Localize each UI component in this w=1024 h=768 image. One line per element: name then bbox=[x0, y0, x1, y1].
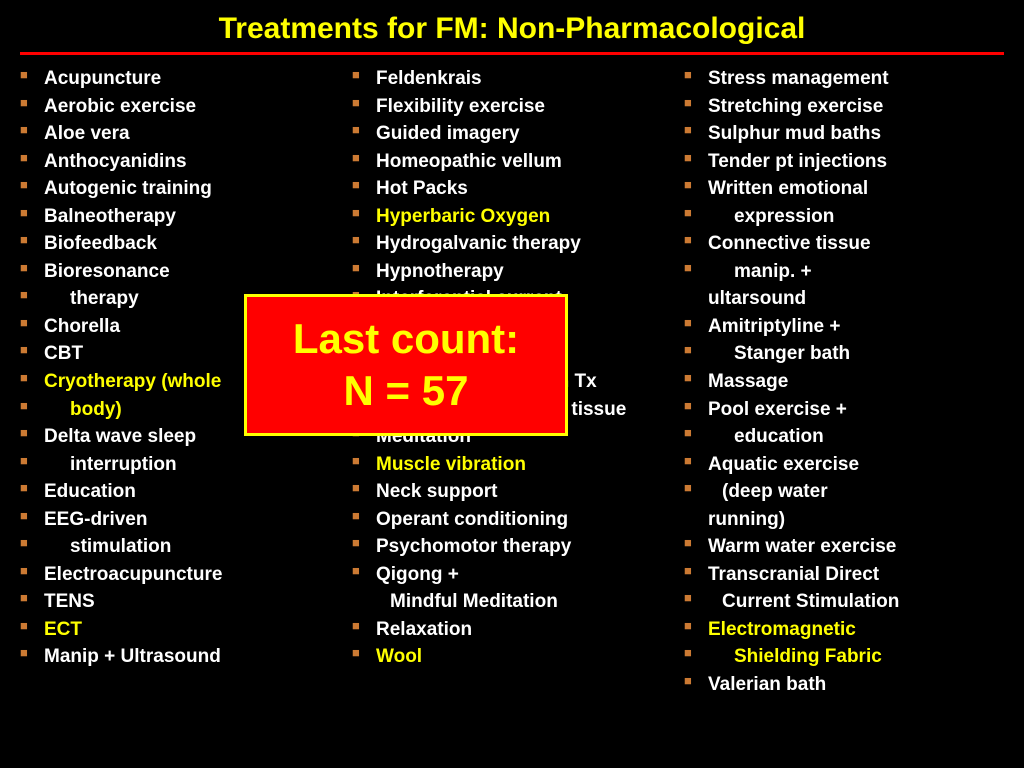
list-item: Transcranial Direct bbox=[684, 561, 1004, 589]
list-item: Operant conditioning bbox=[352, 506, 672, 534]
list-item: Pool exercise + bbox=[684, 396, 1004, 424]
list-item: interruption bbox=[20, 451, 340, 479]
list-item: Bioresonance bbox=[20, 258, 340, 286]
list-item: education bbox=[684, 423, 1004, 451]
list-item: (deep water bbox=[684, 478, 1004, 506]
list-item: Muscle vibration bbox=[352, 451, 672, 479]
list-item: Massage bbox=[684, 368, 1004, 396]
list-item: Balneotherapy bbox=[20, 203, 340, 231]
list-item: Flexibility exercise bbox=[352, 93, 672, 121]
list-item: Amitriptyline + bbox=[684, 313, 1004, 341]
list-item: Shielding Fabric bbox=[684, 643, 1004, 671]
list-item: Psychomotor therapy bbox=[352, 533, 672, 561]
list-item: Written emotional bbox=[684, 175, 1004, 203]
list-item: Guided imagery bbox=[352, 120, 672, 148]
list-3: Stress managementStretching exerciseSulp… bbox=[684, 65, 1004, 699]
list-item: Feldenkrais bbox=[352, 65, 672, 93]
list-item: Electromagnetic bbox=[684, 616, 1004, 644]
list-item: Hypnotherapy bbox=[352, 258, 672, 286]
list-item: TENS bbox=[20, 588, 340, 616]
list-item: Valerian bath bbox=[684, 671, 1004, 699]
list-item: Current Stimulation bbox=[684, 588, 1004, 616]
count-overlay: Last count: N = 57 bbox=[244, 294, 568, 436]
list-item: Hot Packs bbox=[352, 175, 672, 203]
list-item: Education bbox=[20, 478, 340, 506]
list-item: Aloe vera bbox=[20, 120, 340, 148]
list-item: Autogenic training bbox=[20, 175, 340, 203]
list-item: expression bbox=[684, 203, 1004, 231]
list-item: Sulphur mud baths bbox=[684, 120, 1004, 148]
list-item: EEG-driven bbox=[20, 506, 340, 534]
list-item: manip. + bbox=[684, 258, 1004, 286]
list-item: stimulation bbox=[20, 533, 340, 561]
overlay-line1: Last count: bbox=[293, 313, 519, 366]
list-item: Electroacupuncture bbox=[20, 561, 340, 589]
list-item: ECT bbox=[20, 616, 340, 644]
list-item: Stretching exercise bbox=[684, 93, 1004, 121]
list-item: running) bbox=[684, 506, 1004, 534]
list-item: Tender pt injections bbox=[684, 148, 1004, 176]
list-item: Biofeedback bbox=[20, 230, 340, 258]
list-item: Qigong + bbox=[352, 561, 672, 589]
list-item: Stress management bbox=[684, 65, 1004, 93]
list-item: Anthocyanidins bbox=[20, 148, 340, 176]
title-rule bbox=[20, 52, 1004, 55]
list-item: Manip + Ultrasound bbox=[20, 643, 340, 671]
column-3: Stress managementStretching exerciseSulp… bbox=[684, 65, 1004, 699]
list-item: Acupuncture bbox=[20, 65, 340, 93]
list-item: Aerobic exercise bbox=[20, 93, 340, 121]
overlay-line2: N = 57 bbox=[344, 365, 469, 418]
list-item: Homeopathic vellum bbox=[352, 148, 672, 176]
list-item: Hyperbaric Oxygen bbox=[352, 203, 672, 231]
list-item: Aquatic exercise bbox=[684, 451, 1004, 479]
list-item: Hydrogalvanic therapy bbox=[352, 230, 672, 258]
slide-title: Treatments for FM: Non-Pharmacological bbox=[0, 0, 1024, 52]
list-item: ultarsound bbox=[684, 285, 1004, 313]
list-item: Wool bbox=[352, 643, 672, 671]
list-item: Mindful Meditation bbox=[352, 588, 672, 616]
list-item: Warm water exercise bbox=[684, 533, 1004, 561]
list-item: Connective tissue bbox=[684, 230, 1004, 258]
list-item: Stanger bath bbox=[684, 340, 1004, 368]
list-item: Neck support bbox=[352, 478, 672, 506]
list-item: Relaxation bbox=[352, 616, 672, 644]
